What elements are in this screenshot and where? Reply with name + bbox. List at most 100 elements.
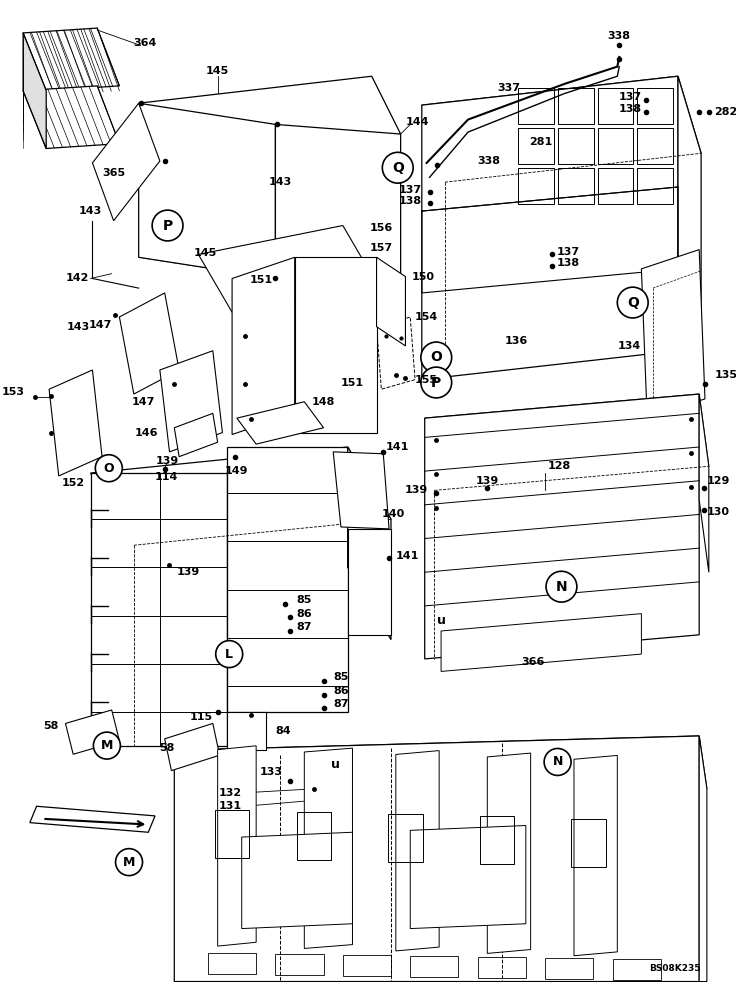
Text: 128: 128 [548, 461, 571, 471]
Text: 364: 364 [134, 38, 157, 48]
Polygon shape [49, 370, 102, 476]
Text: 144: 144 [406, 117, 429, 127]
Text: 141: 141 [396, 551, 420, 561]
Text: P: P [163, 219, 173, 233]
Text: 143: 143 [79, 206, 102, 216]
Text: M: M [123, 856, 135, 869]
Text: 148: 148 [312, 397, 336, 407]
Polygon shape [699, 736, 707, 982]
Polygon shape [174, 736, 699, 982]
Text: 337: 337 [497, 83, 520, 93]
Text: 139: 139 [156, 456, 179, 466]
Text: 134: 134 [618, 341, 641, 351]
Polygon shape [241, 832, 353, 929]
Bar [518, 88, 554, 124]
Text: P: P [431, 376, 442, 390]
Polygon shape [66, 710, 119, 754]
Bar [215, 810, 250, 858]
Text: 143: 143 [269, 177, 292, 187]
Bar [558, 128, 594, 164]
Text: 145: 145 [194, 248, 216, 258]
Polygon shape [91, 447, 391, 545]
Text: 156: 156 [369, 223, 393, 233]
Bar [637, 88, 673, 124]
Text: 366: 366 [521, 657, 544, 667]
Text: L: L [225, 648, 233, 661]
Polygon shape [347, 529, 391, 635]
Text: N: N [556, 580, 567, 594]
Text: 146: 146 [135, 428, 158, 438]
Text: 86: 86 [297, 609, 312, 619]
Text: 151: 151 [250, 275, 272, 285]
Text: 84: 84 [275, 726, 291, 736]
Bar [598, 168, 634, 204]
Circle shape [93, 732, 121, 759]
Text: 153: 153 [2, 387, 25, 397]
Text: 145: 145 [206, 66, 229, 76]
Circle shape [96, 455, 122, 482]
Polygon shape [160, 351, 222, 452]
Polygon shape [410, 826, 526, 929]
Circle shape [116, 849, 143, 876]
Text: 282: 282 [715, 107, 736, 117]
Polygon shape [93, 103, 160, 221]
Bar [388, 814, 422, 862]
Polygon shape [425, 394, 699, 659]
Polygon shape [422, 76, 701, 182]
Polygon shape [678, 76, 701, 346]
Circle shape [546, 571, 577, 602]
Text: 143: 143 [66, 322, 90, 332]
Circle shape [152, 210, 183, 241]
Polygon shape [23, 33, 46, 148]
Bar [297, 812, 331, 860]
Polygon shape [347, 447, 391, 640]
Polygon shape [174, 736, 707, 803]
Text: 147: 147 [88, 320, 112, 330]
Bar [518, 168, 554, 204]
Text: 150: 150 [412, 272, 435, 282]
Polygon shape [396, 751, 439, 951]
Bar [208, 953, 256, 974]
Polygon shape [23, 86, 119, 148]
Polygon shape [333, 452, 389, 529]
Bar [518, 128, 554, 164]
Polygon shape [275, 124, 400, 288]
Circle shape [618, 287, 648, 318]
Text: 58: 58 [159, 743, 174, 753]
Bar [598, 88, 634, 124]
Bar [558, 168, 594, 204]
Polygon shape [91, 473, 227, 746]
Bar [598, 128, 634, 164]
Text: 147: 147 [132, 397, 155, 407]
Text: 149: 149 [225, 466, 249, 476]
Text: 130: 130 [707, 507, 730, 517]
Polygon shape [218, 746, 256, 946]
Polygon shape [138, 76, 400, 161]
Text: 86: 86 [333, 686, 349, 696]
Text: 132: 132 [219, 788, 241, 798]
Text: 135: 135 [715, 370, 736, 380]
Text: 281: 281 [528, 137, 552, 147]
Text: 137: 137 [556, 247, 580, 257]
Polygon shape [174, 413, 218, 457]
Polygon shape [232, 257, 294, 435]
Text: 139: 139 [404, 485, 428, 495]
Polygon shape [199, 226, 377, 312]
Bar [545, 958, 593, 979]
Polygon shape [304, 748, 353, 948]
Text: 138: 138 [556, 258, 580, 268]
Text: 139: 139 [475, 476, 499, 486]
Bar [478, 957, 526, 978]
Text: 133: 133 [260, 767, 283, 777]
Circle shape [421, 342, 452, 373]
Circle shape [382, 152, 413, 183]
Polygon shape [425, 394, 709, 490]
Text: 137: 137 [399, 185, 422, 195]
Text: 139: 139 [177, 567, 200, 577]
Text: 142: 142 [66, 273, 90, 283]
Polygon shape [422, 76, 678, 380]
Bar [275, 954, 324, 975]
Text: 87: 87 [297, 622, 312, 632]
Text: 140: 140 [381, 509, 405, 519]
Text: 138: 138 [399, 196, 422, 206]
